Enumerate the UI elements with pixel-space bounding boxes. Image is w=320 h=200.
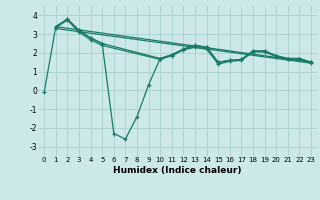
X-axis label: Humidex (Indice chaleur): Humidex (Indice chaleur) — [113, 166, 242, 175]
